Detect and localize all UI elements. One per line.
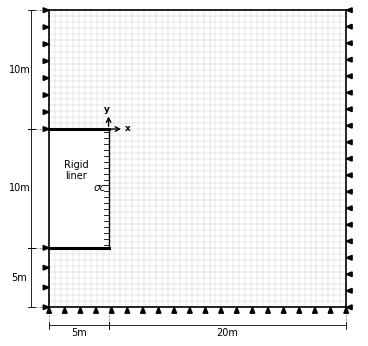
Polygon shape	[94, 307, 98, 313]
Polygon shape	[219, 307, 223, 313]
Polygon shape	[346, 173, 352, 177]
Text: 10m: 10m	[8, 183, 30, 193]
Polygon shape	[346, 90, 352, 95]
Polygon shape	[43, 285, 49, 290]
Polygon shape	[346, 57, 352, 62]
Polygon shape	[125, 307, 130, 313]
Polygon shape	[346, 74, 352, 79]
Text: σc: σc	[94, 183, 106, 193]
Text: y: y	[104, 105, 110, 114]
Polygon shape	[346, 124, 352, 128]
Polygon shape	[43, 25, 49, 29]
Polygon shape	[43, 127, 49, 131]
Bar	[49, 129, 109, 248]
Polygon shape	[43, 265, 49, 270]
Polygon shape	[234, 307, 239, 313]
Polygon shape	[346, 24, 352, 29]
Polygon shape	[328, 307, 333, 313]
Polygon shape	[344, 307, 348, 313]
Polygon shape	[346, 272, 352, 277]
Polygon shape	[346, 239, 352, 244]
Polygon shape	[172, 307, 177, 313]
Polygon shape	[203, 307, 208, 313]
Polygon shape	[346, 222, 352, 227]
Polygon shape	[346, 289, 352, 293]
Polygon shape	[43, 93, 49, 98]
Polygon shape	[187, 307, 192, 313]
Polygon shape	[43, 110, 49, 115]
Polygon shape	[297, 307, 302, 313]
Polygon shape	[346, 206, 352, 211]
Polygon shape	[43, 59, 49, 64]
Polygon shape	[346, 255, 352, 260]
Polygon shape	[43, 42, 49, 46]
Text: Rigid
liner: Rigid liner	[64, 160, 88, 181]
Polygon shape	[47, 307, 52, 313]
Polygon shape	[43, 246, 49, 250]
Polygon shape	[346, 156, 352, 161]
Polygon shape	[281, 307, 286, 313]
Polygon shape	[346, 107, 352, 112]
Polygon shape	[346, 140, 352, 145]
Polygon shape	[346, 41, 352, 46]
Text: 10m: 10m	[8, 65, 30, 75]
Text: 5m: 5m	[71, 328, 87, 338]
Polygon shape	[141, 307, 145, 313]
Polygon shape	[346, 305, 352, 310]
Polygon shape	[43, 76, 49, 81]
Polygon shape	[43, 8, 49, 12]
Text: x: x	[125, 124, 131, 133]
Polygon shape	[312, 307, 317, 313]
Polygon shape	[78, 307, 83, 313]
Polygon shape	[250, 307, 255, 313]
Polygon shape	[346, 8, 352, 12]
Polygon shape	[156, 307, 161, 313]
Polygon shape	[109, 307, 114, 313]
Polygon shape	[63, 307, 67, 313]
Polygon shape	[346, 189, 352, 194]
Text: 5m: 5m	[11, 273, 27, 283]
Text: 20m: 20m	[216, 328, 238, 338]
Polygon shape	[266, 307, 270, 313]
Polygon shape	[43, 305, 49, 310]
